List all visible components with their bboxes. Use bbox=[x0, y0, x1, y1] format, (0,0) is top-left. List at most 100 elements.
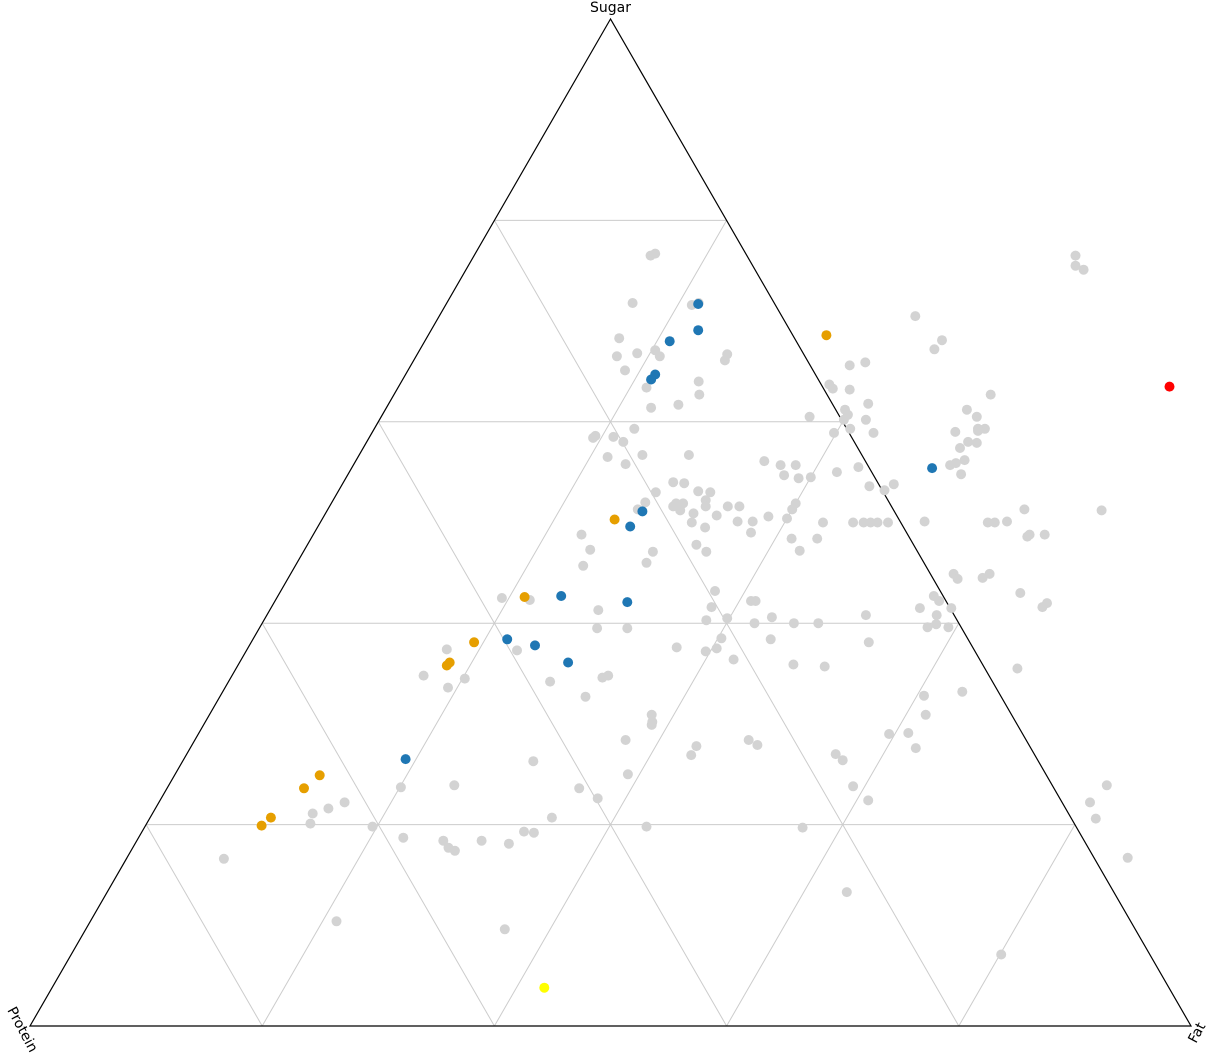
data-point bbox=[775, 460, 786, 471]
data-point bbox=[701, 615, 712, 626]
data-point bbox=[830, 749, 841, 760]
data-point bbox=[919, 516, 930, 527]
data-point bbox=[395, 782, 406, 793]
data-point bbox=[950, 458, 961, 469]
data-point bbox=[678, 498, 689, 509]
data-point bbox=[637, 506, 648, 517]
data-point bbox=[459, 673, 470, 684]
data-point bbox=[620, 735, 631, 745]
data-point bbox=[872, 517, 883, 528]
data-point bbox=[1015, 588, 1026, 598]
data-point bbox=[528, 756, 539, 767]
data-point bbox=[627, 298, 638, 308]
data-point bbox=[1096, 505, 1107, 516]
data-point bbox=[620, 365, 630, 376]
data-point bbox=[752, 740, 763, 750]
data-point bbox=[576, 529, 587, 540]
data-point bbox=[750, 596, 761, 606]
data-point bbox=[693, 325, 704, 336]
data-point bbox=[592, 623, 603, 634]
data-point bbox=[863, 637, 874, 648]
data-point bbox=[299, 783, 309, 794]
data-point bbox=[654, 351, 665, 362]
data-point bbox=[499, 924, 510, 935]
data-point bbox=[971, 411, 982, 422]
data-point bbox=[563, 657, 574, 668]
data-point bbox=[1090, 813, 1101, 824]
data-point bbox=[931, 610, 942, 621]
grid-line bbox=[261, 622, 495, 1027]
data-point bbox=[827, 383, 838, 394]
data-point bbox=[443, 682, 453, 693]
data-point bbox=[701, 546, 712, 557]
data-point bbox=[519, 592, 530, 602]
data-point bbox=[863, 795, 874, 806]
data-point bbox=[821, 330, 832, 341]
data-point bbox=[441, 644, 452, 655]
data-point bbox=[580, 691, 591, 702]
data-point bbox=[982, 517, 993, 528]
data-point bbox=[629, 423, 640, 434]
data-point bbox=[632, 348, 643, 359]
data-point bbox=[979, 423, 990, 434]
data-point bbox=[831, 467, 842, 478]
data-point bbox=[927, 463, 938, 474]
data-point bbox=[1012, 663, 1023, 674]
data-point bbox=[860, 414, 871, 425]
data-point bbox=[837, 755, 848, 766]
data-point bbox=[693, 299, 704, 309]
data-point bbox=[883, 517, 893, 528]
data-point bbox=[590, 430, 601, 441]
data-point bbox=[838, 414, 849, 425]
data-point bbox=[804, 411, 815, 422]
data-point bbox=[574, 783, 585, 794]
data-point bbox=[646, 374, 657, 385]
grid-lines bbox=[145, 219, 1076, 1027]
data-point bbox=[256, 820, 267, 831]
data-point bbox=[910, 311, 921, 322]
data-point bbox=[622, 769, 633, 780]
data-point bbox=[996, 949, 1007, 960]
data-point bbox=[732, 516, 743, 527]
data-point bbox=[668, 477, 679, 488]
data-point bbox=[865, 517, 876, 528]
data-point bbox=[620, 459, 631, 470]
data-point bbox=[985, 389, 996, 400]
data-point bbox=[863, 398, 874, 409]
data-point bbox=[647, 546, 658, 557]
data-point bbox=[818, 517, 828, 528]
data-point bbox=[1085, 797, 1095, 808]
data-point bbox=[650, 487, 661, 498]
data-point bbox=[786, 533, 797, 544]
data-point bbox=[845, 423, 856, 434]
axis-label-protein: Protein bbox=[3, 1004, 40, 1055]
data-point bbox=[879, 485, 890, 496]
data-point bbox=[903, 728, 914, 738]
data-point bbox=[797, 822, 808, 833]
data-point bbox=[919, 690, 929, 701]
data-point bbox=[1039, 529, 1050, 540]
data-point bbox=[860, 610, 871, 621]
data-point bbox=[646, 719, 657, 730]
data-point bbox=[853, 462, 864, 473]
data-point bbox=[449, 845, 460, 856]
data-point bbox=[973, 423, 983, 434]
data-point bbox=[476, 835, 487, 846]
data-point bbox=[418, 670, 429, 681]
data-point bbox=[691, 539, 702, 550]
data-point bbox=[943, 622, 954, 633]
data-point bbox=[1002, 516, 1012, 527]
data-point bbox=[989, 517, 1000, 528]
data-point bbox=[706, 602, 717, 613]
data-point bbox=[749, 618, 760, 629]
data-point bbox=[637, 450, 648, 460]
data-point bbox=[1122, 852, 1133, 863]
data-point bbox=[367, 821, 378, 832]
data-point bbox=[1042, 598, 1052, 609]
data-point bbox=[743, 735, 754, 745]
data-point bbox=[929, 344, 940, 355]
data-point bbox=[686, 750, 697, 761]
data-point bbox=[688, 508, 699, 519]
data-point bbox=[922, 622, 933, 633]
data-point bbox=[946, 603, 957, 614]
